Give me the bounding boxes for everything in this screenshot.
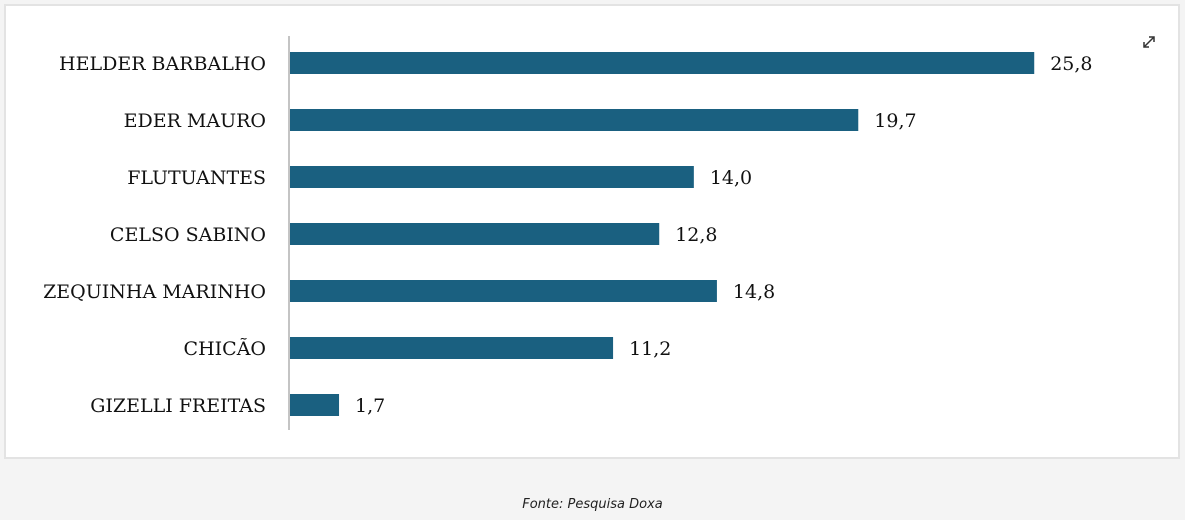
value-label: 25,8 [1050, 53, 1092, 75]
category-label: HELDER BARBALHO [59, 53, 266, 75]
expand-icon[interactable] [1136, 29, 1162, 55]
bar [290, 280, 717, 302]
value-label: 1,7 [355, 395, 385, 417]
value-label: 14,8 [733, 281, 775, 303]
category-label: GIZELLI FREITAS [90, 395, 266, 417]
bar [290, 166, 694, 188]
value-label: 14,0 [710, 167, 752, 189]
bar [290, 109, 859, 131]
category-label: FLUTUANTES [127, 167, 266, 189]
category-label: EDER MAURO [124, 110, 266, 132]
category-label: CELSO SABINO [110, 224, 266, 246]
value-label: 11,2 [629, 338, 671, 360]
value-label: 19,7 [874, 110, 916, 132]
bar [290, 394, 340, 416]
chart-source-caption: Fonte: Pesquisa Doxa [522, 497, 663, 512]
bar [290, 337, 614, 359]
value-label: 12,8 [675, 224, 717, 246]
bar-chart: HELDER BARBALHO 25,8 EDER MAURO 19,7 FLUTUAN… [43, 36, 1093, 430]
bar [290, 223, 660, 245]
category-label: ZEQUINHA MARINHO [43, 281, 266, 303]
category-label: CHICÃO [184, 338, 266, 360]
bar [290, 52, 1035, 74]
bars-group: HELDER BARBALHO 25,8 EDER MAURO 19,7 FLUTUAN… [43, 52, 1093, 417]
